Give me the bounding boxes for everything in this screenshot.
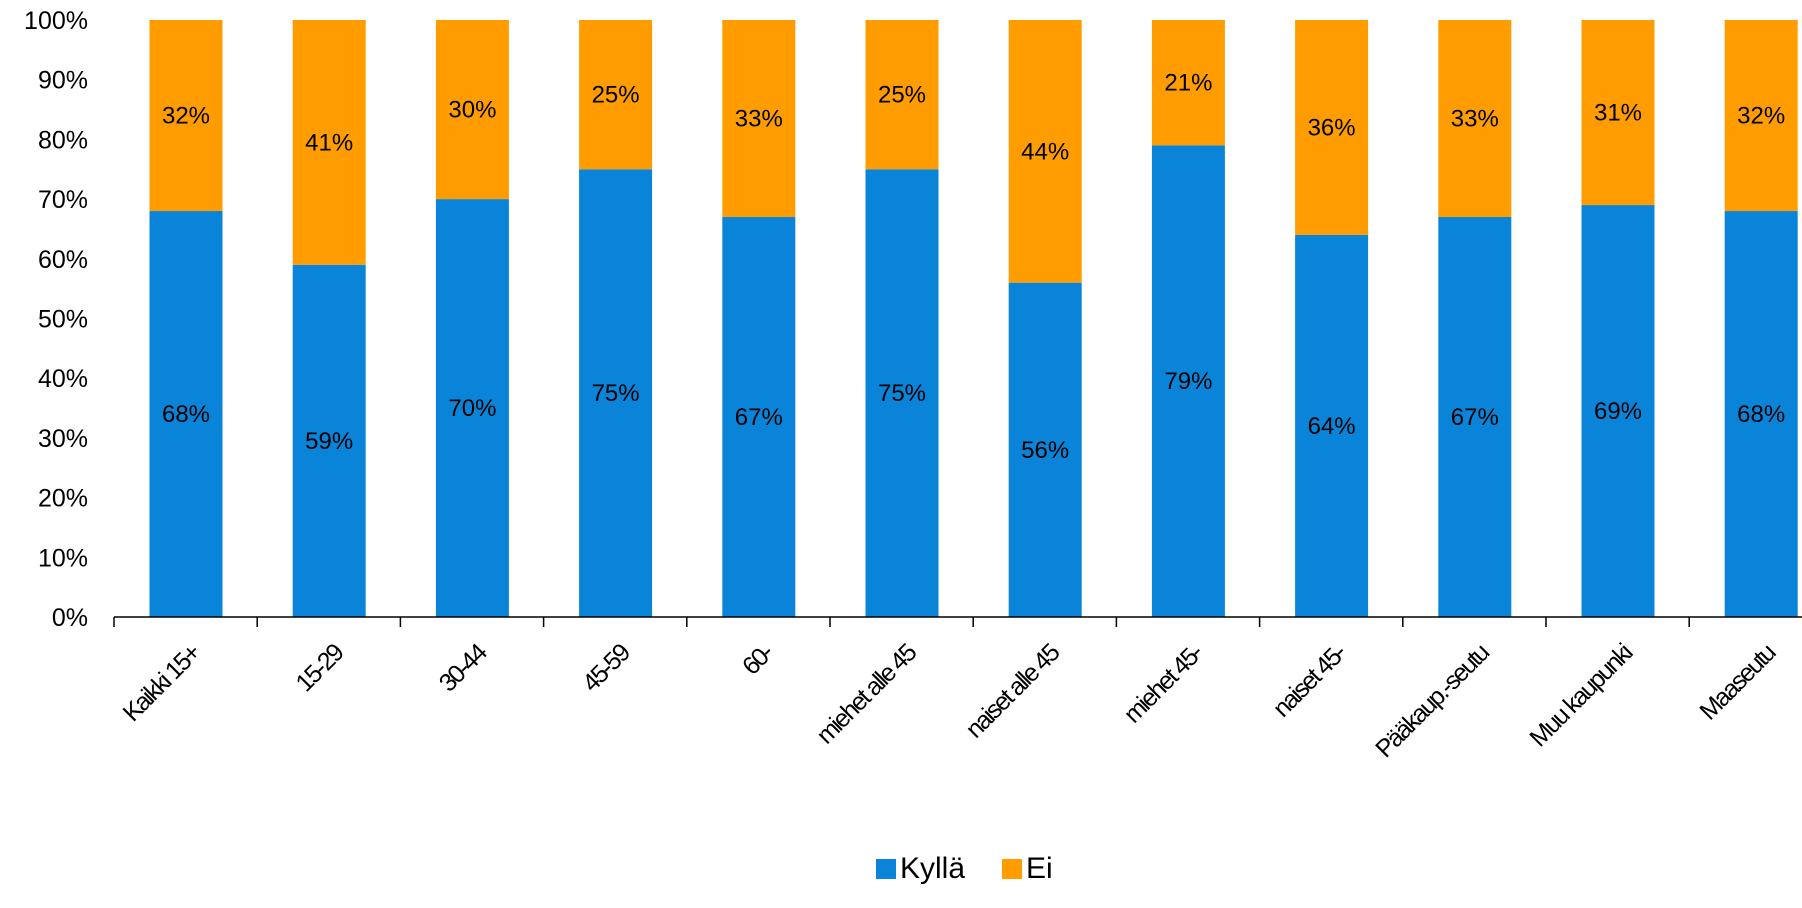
bar-kyll--1 (292, 264, 366, 617)
data-label: 44% (1021, 138, 1069, 165)
data-label: 32% (1737, 103, 1785, 130)
data-label: 21% (1164, 70, 1212, 97)
bar-ei-6 (1008, 20, 1082, 283)
y-tick-label: 0% (52, 604, 88, 632)
bar-kyll--10 (1581, 205, 1655, 617)
y-tick-label: 90% (38, 67, 88, 95)
bar-ei-11 (1724, 20, 1798, 212)
bar-ei-1 (292, 20, 366, 265)
bar-ei-2 (435, 20, 509, 200)
bar-ei-3 (579, 20, 653, 170)
data-label: 68% (162, 401, 210, 428)
data-label: 79% (1164, 368, 1212, 395)
y-tick-label: 60% (38, 246, 88, 274)
y-tick-label: 70% (38, 186, 88, 214)
data-label: 75% (878, 380, 926, 407)
data-label: 67% (1451, 404, 1499, 431)
category-label: 60- (737, 638, 779, 680)
bar-ei-10 (1581, 20, 1655, 206)
category-label: Maaseutu (1694, 639, 1781, 726)
category-label: miehet alle 45 (811, 639, 922, 750)
category-label: 30-44 (434, 638, 493, 697)
legend-swatch (876, 859, 896, 879)
bar-kyll--5 (865, 169, 939, 617)
y-axis: 0% 10% 20% 30% 40% 50% 60% 70% 80% 90% 100% (24, 7, 88, 632)
data-label: 32% (162, 103, 210, 130)
y-tick-label: 20% (38, 485, 88, 513)
data-label: 69% (1594, 398, 1642, 425)
legend-label: Kyllä (900, 852, 965, 885)
category-label: 45-59 (577, 639, 636, 698)
bar-ei-0 (149, 20, 223, 212)
category-label: Muu kaupunki (1524, 639, 1637, 752)
data-label: 56% (1021, 437, 1069, 464)
bar-ei-4 (722, 20, 796, 218)
bar-kyll--4 (722, 217, 796, 617)
data-label: 64% (1308, 413, 1356, 440)
bar-ei-8 (1295, 20, 1369, 235)
category-label: miehet 45- (1118, 638, 1208, 728)
bar-kyll--8 (1295, 234, 1369, 618)
bar-kyll--11 (1724, 211, 1798, 618)
bar-ei-5 (865, 20, 939, 170)
data-label: 33% (735, 106, 783, 133)
data-label: 25% (592, 82, 640, 109)
data-label: 31% (1594, 100, 1642, 127)
bar-kyll--0 (149, 211, 223, 618)
y-tick-label: 80% (38, 126, 88, 154)
category-label: 15-29 (290, 639, 349, 698)
data-label: 68% (1737, 401, 1785, 428)
data-label: 59% (305, 428, 353, 455)
category-label: Pääkaup.-seutu (1370, 639, 1495, 764)
y-tick-label: 100% (24, 7, 88, 35)
category-label: naiset 45- (1268, 638, 1352, 722)
legend: Kyllä Ei (876, 852, 1053, 885)
bar-ei-9 (1438, 20, 1512, 218)
bar-kyll--7 (1151, 145, 1225, 617)
legend-label: Ei (1026, 852, 1053, 885)
legend-swatch (1002, 859, 1022, 879)
data-label: 33% (1451, 106, 1499, 133)
bar-group: 68% 32% 59% 41% 70% 30% 75% 25% 67% 33% 75% 25% 56% 4… (149, 20, 1798, 618)
bar-kyll--9 (1438, 217, 1512, 617)
data-label: 30% (448, 97, 496, 124)
data-label: 25% (878, 82, 926, 109)
category-label: naiset alle 45 (960, 639, 1065, 744)
category-label: Kaikki 15+ (118, 638, 207, 727)
bar-ei-7 (1151, 20, 1225, 146)
data-label: 41% (305, 129, 353, 156)
y-tick-label: 50% (38, 306, 88, 334)
bar-kyll--3 (579, 169, 653, 617)
data-label: 75% (592, 380, 640, 407)
data-label: 70% (448, 395, 496, 422)
y-tick-label: 10% (38, 544, 88, 572)
y-tick-label: 40% (38, 365, 88, 393)
x-axis: Kaikki 15+ 15-29 30-44 45-59 60- miehet alle … (113, 616, 1802, 764)
data-label: 67% (735, 404, 783, 431)
bar-kyll--2 (435, 199, 509, 617)
y-tick-label: 30% (38, 425, 88, 453)
bar-kyll--6 (1008, 282, 1082, 617)
data-label: 36% (1308, 114, 1356, 141)
